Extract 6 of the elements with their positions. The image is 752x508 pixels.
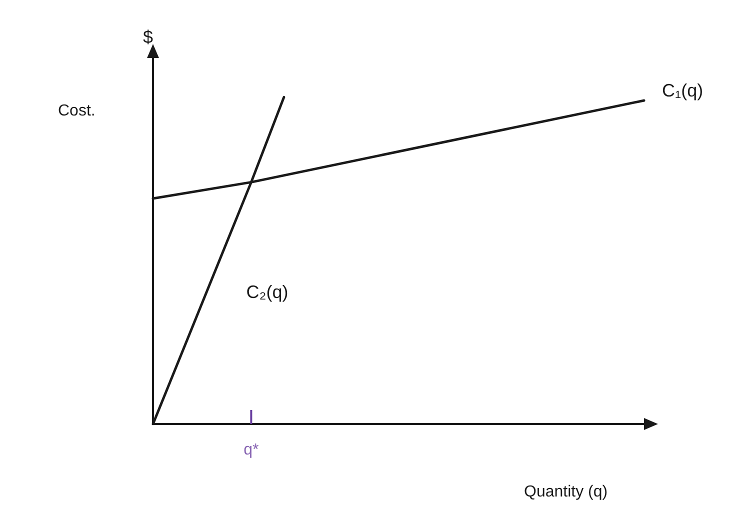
text: q*: [244, 442, 259, 459]
series-label: C₁(q): [662, 80, 704, 100]
text: Cost.: [58, 102, 96, 120]
x-axis-title: Quantity (q): [524, 484, 608, 500]
series-label: C₂(q): [246, 282, 288, 302]
y-axis-title: $: [142, 27, 153, 47]
